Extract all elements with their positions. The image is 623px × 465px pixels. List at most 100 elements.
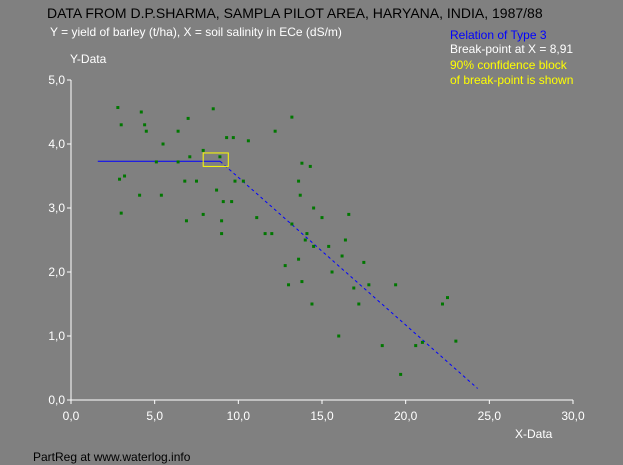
data-point xyxy=(188,155,192,159)
data-point xyxy=(297,257,301,261)
data-point xyxy=(116,106,120,110)
data-point xyxy=(220,232,224,236)
y-tick-label: 4,0 xyxy=(48,137,65,151)
y-tick-label: 3,0 xyxy=(48,201,65,215)
data-point xyxy=(303,238,307,242)
data-point xyxy=(241,179,245,183)
data-point xyxy=(139,110,143,114)
data-point xyxy=(231,136,235,140)
data-point xyxy=(201,212,205,216)
data-point xyxy=(230,200,234,204)
x-tick-label: 15,0 xyxy=(310,409,334,423)
data-point xyxy=(186,116,190,120)
data-point xyxy=(183,179,187,183)
data-point xyxy=(440,302,444,306)
data-point xyxy=(357,302,361,306)
data-point xyxy=(246,139,250,143)
data-point xyxy=(195,179,198,183)
data-point xyxy=(211,107,215,111)
data-point xyxy=(144,129,148,133)
data-point xyxy=(283,264,287,268)
data-point xyxy=(298,193,302,197)
y-tick-label: 5,0 xyxy=(48,73,65,87)
fit-line-dashed xyxy=(219,160,478,389)
data-point xyxy=(454,339,458,343)
data-point xyxy=(123,174,127,178)
data-point xyxy=(300,161,304,165)
data-points xyxy=(116,106,458,376)
data-point xyxy=(287,283,291,287)
x-tick-label: 30,0 xyxy=(561,409,585,423)
y-tick-label: 2,0 xyxy=(48,265,65,279)
data-point xyxy=(263,232,267,236)
data-point xyxy=(347,212,351,216)
y-axis-label: Y-Data xyxy=(70,52,107,66)
data-point xyxy=(221,200,225,204)
data-point xyxy=(312,206,316,210)
data-point xyxy=(154,160,158,164)
data-point xyxy=(159,193,163,197)
data-point xyxy=(337,334,341,338)
data-point xyxy=(176,129,180,133)
data-point xyxy=(255,216,259,220)
data-point xyxy=(119,211,123,215)
data-point xyxy=(330,270,334,274)
confidence-block xyxy=(202,152,229,167)
footer-credit: PartReg at www.waterlog.info xyxy=(33,450,191,464)
data-point xyxy=(270,232,274,236)
data-point xyxy=(394,283,398,287)
data-point xyxy=(320,216,324,220)
x-tick-label: 10,0 xyxy=(227,409,251,423)
confidence-text-line1: 90% confidence block xyxy=(450,58,567,72)
data-point xyxy=(305,232,309,236)
data-point xyxy=(218,155,222,159)
chart-subtitle: Y = yield of barley (t/ha), X = soil sal… xyxy=(50,25,342,39)
data-point xyxy=(233,179,237,183)
x-tick-label: 5,0 xyxy=(146,409,163,423)
data-point xyxy=(399,372,403,376)
data-point xyxy=(119,123,123,127)
data-point xyxy=(220,219,224,223)
data-point xyxy=(225,136,229,140)
y-tick-label: 0,0 xyxy=(48,393,65,407)
x-tick-label: 25,0 xyxy=(478,409,502,423)
data-point xyxy=(300,280,304,284)
data-point xyxy=(273,129,277,133)
chart-title: DATA FROM D.P.SHARMA, SAMPLA PILOT AREA,… xyxy=(47,5,543,21)
data-point xyxy=(312,244,316,248)
data-point xyxy=(420,340,424,344)
fit-lines xyxy=(97,152,478,389)
data-point xyxy=(161,142,165,146)
data-point xyxy=(297,179,301,183)
x-ticks: 0,0 5,0 10,0 15,0 20,0 25,0 30,0 xyxy=(63,400,585,423)
data-point xyxy=(310,302,314,306)
data-point xyxy=(308,164,312,168)
data-point xyxy=(380,344,384,348)
data-point xyxy=(201,148,205,152)
y-tick-label: 1,0 xyxy=(48,329,65,343)
y-ticks: 0,0 1,0 2,0 3,0 4,0 5,0 xyxy=(48,73,71,407)
data-point xyxy=(215,188,219,192)
x-tick-label: 0,0 xyxy=(63,409,80,423)
x-axis-label: X-Data xyxy=(515,427,553,441)
data-point xyxy=(327,244,331,248)
data-point xyxy=(184,219,188,223)
data-point xyxy=(414,344,418,348)
data-point xyxy=(367,283,371,287)
data-point xyxy=(446,296,449,300)
data-point xyxy=(138,193,142,197)
data-point xyxy=(352,286,356,290)
data-point xyxy=(143,123,147,127)
data-point xyxy=(340,254,344,258)
data-point xyxy=(343,238,347,242)
data-point xyxy=(176,160,180,164)
x-tick-label: 20,0 xyxy=(394,409,418,423)
confidence-text-line2: of break-point is shown xyxy=(450,73,574,87)
relation-type-text: Relation of Type 3 xyxy=(450,28,547,42)
data-point xyxy=(290,222,294,226)
data-point xyxy=(362,260,366,264)
breakpoint-text: Break-point at X = 8,91 xyxy=(450,42,574,56)
data-point xyxy=(290,115,294,119)
